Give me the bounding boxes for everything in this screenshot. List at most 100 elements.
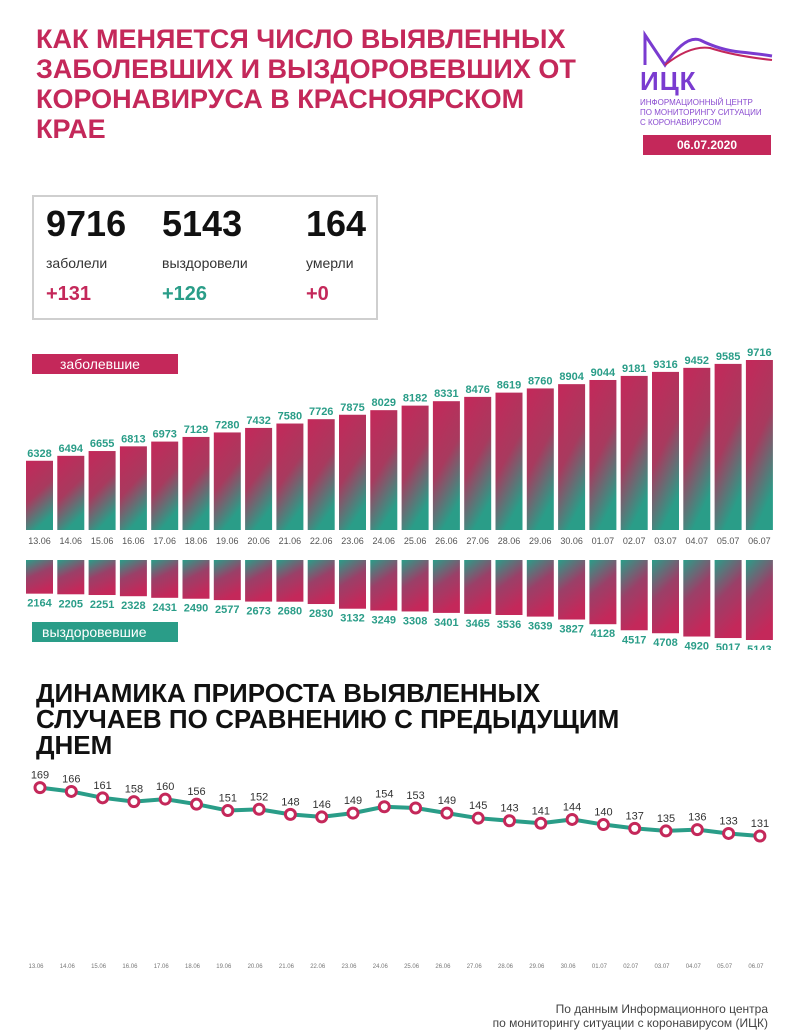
increase-category-label: 23.06 (341, 964, 357, 970)
logo-caption-line: ПО МОНИТОРИНГУ СИТУАЦИИ (640, 108, 762, 117)
infected-bar (495, 392, 523, 530)
infected-bar (526, 388, 554, 530)
infected-bar-value: 8904 (559, 371, 584, 383)
increase-point-label: 166 (62, 773, 80, 785)
infected-bar (119, 446, 147, 530)
increase-point (503, 814, 516, 828)
increase-category-label: 02.07 (623, 964, 639, 970)
increase-category-label: 30.06 (561, 964, 577, 970)
date-badge: 06.07.2020 (643, 135, 771, 155)
infected-bar (558, 384, 586, 530)
increase-category-label: 05.07 (717, 964, 733, 970)
recovered-bar-value: 2205 (59, 598, 83, 610)
category-label: 23.06 (341, 536, 364, 546)
increase-category-label: 13.06 (28, 964, 44, 970)
recovered-bar-value: 2673 (246, 606, 270, 618)
increase-category-label: 15.06 (91, 964, 107, 970)
infected-bar-value: 9044 (591, 367, 616, 379)
recovered-bar-value: 3827 (559, 624, 583, 636)
source-line: по мониторингу ситуации с коронавирусом … (492, 1016, 768, 1030)
increase-category-label: 28.06 (498, 964, 514, 970)
stat-infected-label: заболели (46, 255, 108, 271)
recovered-bar (276, 560, 304, 602)
recovered-bar-value: 4708 (653, 637, 677, 649)
infected-bar (151, 441, 179, 530)
recovered-bar (307, 560, 335, 605)
increase-point-label: 140 (594, 807, 612, 819)
stat-infected-delta: +131 (46, 283, 92, 305)
increase-point (190, 797, 203, 811)
recovered-bar (526, 560, 554, 617)
infected-bar (57, 455, 85, 530)
recovered-bar-value: 3465 (465, 618, 489, 630)
infected-bar-value: 6813 (121, 433, 145, 445)
increase-point-label: 131 (751, 818, 769, 830)
increase-category-label: 21.06 (279, 964, 295, 970)
recovered-bar-value: 2830 (309, 608, 333, 620)
recovered-bar-value: 3249 (372, 615, 396, 627)
infected-bar (464, 396, 492, 530)
infected-bar-value: 8182 (403, 393, 427, 405)
infected-bar (401, 405, 429, 530)
category-label: 04.07 (686, 536, 709, 546)
increase-point-label: 144 (563, 801, 581, 813)
increase-category-label: 25.06 (404, 964, 420, 970)
category-label: 01.07 (592, 536, 615, 546)
category-label: 14.06 (60, 536, 83, 546)
recovered-bar (464, 560, 492, 614)
category-label: 26.06 (435, 536, 458, 546)
increase-point-label: 136 (688, 812, 706, 824)
recovered-bar-value: 2251 (90, 599, 114, 611)
recovered-bar (88, 560, 116, 596)
increase-point (471, 811, 485, 825)
increase-point (659, 824, 673, 838)
increase-point-label: 143 (500, 803, 518, 815)
logo-caption-line: ИНФОРМАЦИОННЫЙ ЦЕНТР (640, 98, 753, 107)
increase-point-label: 146 (313, 799, 331, 811)
increase-point (315, 810, 329, 824)
increase-point-label: 141 (532, 805, 550, 817)
stat-recovered-value: 5143 (162, 203, 243, 244)
dynamics-title: ДИНАМИКА ПРИРОСТА ВЫЯВЛЕННЫХ СЛУЧАЕВ ПО … (36, 678, 620, 760)
increase-category-label: 01.07 (592, 964, 608, 970)
category-label: 15.06 (91, 536, 114, 546)
recovered-bar (213, 560, 241, 601)
logo-caption: ИНФОРМАЦИОННЫЙ ЦЕНТР ПО МОНИТОРИНГУ СИТУ… (640, 98, 780, 128)
category-label: 27.06 (466, 536, 489, 546)
increase-category-label: 19.06 (216, 964, 232, 970)
series-label-infected-badge (32, 354, 178, 374)
increase-point-label: 151 (219, 793, 237, 805)
increase-point-label: 148 (281, 796, 299, 808)
recovered-bar (370, 560, 398, 611)
increase-category-label: 06.07 (748, 964, 764, 970)
recovered-bar-value: 2490 (184, 603, 208, 615)
infected-bar-value: 9716 (747, 347, 771, 359)
increase-point (96, 791, 110, 805)
infected-bar-value: 7875 (340, 402, 364, 414)
increase-point-label: 161 (93, 780, 111, 792)
increase-point-label: 133 (719, 815, 737, 827)
infected-bar-value: 8029 (372, 397, 396, 409)
recovered-bar (683, 560, 711, 637)
increase-category-label: 24.06 (373, 964, 389, 970)
infected-bar (339, 414, 366, 530)
increase-point-label: 135 (657, 813, 675, 825)
increase-point-label: 169 (31, 770, 49, 782)
infected-bar (370, 410, 398, 530)
stats-panel: 9716 заболели +131 5143 выздоровели +126… (32, 195, 378, 320)
logo-caption-line: С КОРОНАВИРУСОМ (640, 118, 722, 127)
stat-recovered-delta: +126 (162, 283, 208, 305)
recovered-bar-value: 2164 (27, 598, 52, 610)
category-label: 16.06 (122, 536, 145, 546)
recovered-bar (26, 560, 53, 594)
increase-point-label: 153 (406, 790, 424, 802)
increase-point-label: 154 (375, 789, 393, 801)
stat-recovered-label: выздоровели (162, 255, 248, 271)
increase-category-label: 18.06 (185, 964, 201, 970)
infected-bar-value: 7726 (309, 406, 333, 418)
increase-category-label: 22.06 (310, 964, 326, 970)
increase-point-label: 156 (187, 786, 205, 798)
increase-category-label: 26.06 (435, 964, 451, 970)
increase-point (534, 816, 548, 830)
logo-abbreviation: ИЦК (640, 66, 697, 96)
